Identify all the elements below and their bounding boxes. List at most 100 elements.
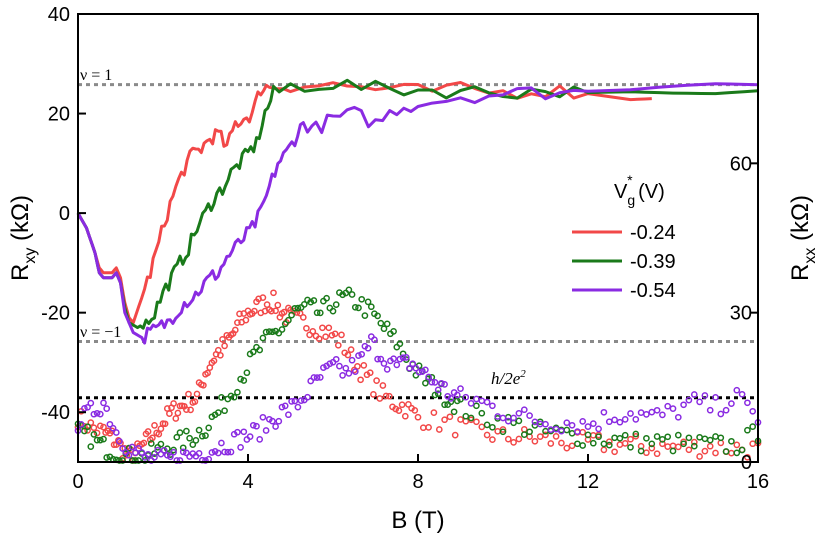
rxx-point--0.24 [296, 309, 304, 317]
rxx-point--0.39 [237, 375, 244, 383]
rxx-point--0.24 [334, 341, 342, 349]
rxx-point--0.39 [278, 326, 286, 333]
rxx-point--0.54 [275, 417, 283, 425]
rxx-point--0.24 [84, 427, 91, 434]
y-right-axis-label: Rxx (kΩ) [787, 195, 819, 281]
rxx-point--0.39 [163, 445, 171, 453]
rxx-point--0.39 [701, 435, 709, 443]
rxx-point--0.54 [128, 443, 136, 451]
rxx-point--0.39 [240, 377, 248, 384]
rxx-point--0.39 [669, 447, 677, 455]
rxx-point--0.54 [246, 433, 254, 440]
rxx-point--0.24 [191, 398, 199, 405]
y-right-tick-label: 30 [730, 303, 752, 325]
rxx-point--0.54 [176, 457, 184, 464]
rxx-point--0.24 [696, 453, 703, 460]
rxx-point--0.54 [399, 354, 407, 362]
rxx-point--0.54 [653, 406, 661, 414]
rxx-point--0.39 [664, 433, 672, 441]
rxx-point--0.24 [632, 432, 640, 440]
rxx-point--0.39 [374, 312, 381, 320]
x-tick-label: 8 [412, 471, 423, 493]
y-left-axis-label: Rxy (kΩ) [7, 195, 39, 281]
rxx-point--0.39 [574, 440, 581, 448]
rxx-point--0.54 [374, 355, 381, 363]
rxx-point--0.24 [563, 444, 571, 452]
rxx-point--0.39 [93, 436, 101, 444]
rxx-point--0.54 [483, 398, 491, 406]
rxx-point--0.39 [157, 440, 165, 448]
rxx-point--0.54 [441, 381, 448, 388]
rxx-point--0.39 [728, 437, 735, 445]
rxx-point--0.39 [358, 295, 366, 303]
rxx-point--0.39 [489, 423, 496, 431]
rxx-point--0.24 [395, 407, 403, 414]
rxx-point--0.54 [304, 393, 311, 401]
rxx-point--0.39 [383, 320, 391, 328]
rxx-point--0.24 [231, 326, 239, 334]
rxx-point--0.54 [208, 449, 216, 456]
rxx-point--0.39 [659, 436, 666, 443]
rxx-point--0.54 [285, 411, 292, 419]
rxx-point--0.54 [738, 390, 746, 398]
rxx-point--0.24 [236, 310, 243, 318]
rxx-point--0.39 [249, 348, 257, 356]
rxx-point--0.24 [357, 376, 364, 384]
rxx-point--0.54 [531, 418, 539, 426]
rxx-point--0.39 [632, 430, 640, 438]
rxx-point--0.39 [132, 457, 139, 464]
rxx-point--0.39 [205, 424, 213, 432]
rxx-point--0.24 [542, 431, 549, 439]
rxx-point--0.39 [584, 431, 592, 439]
legend-label--0.54: -0.54 [630, 280, 676, 302]
rxx-point--0.54 [457, 385, 464, 392]
rxx-point--0.24 [643, 449, 650, 457]
rxx-point--0.24 [93, 429, 101, 437]
rxx-point--0.54 [179, 448, 187, 456]
rxx-point--0.24 [210, 357, 218, 365]
y-left-tick-label: 0 [59, 203, 70, 225]
rxx-point--0.54 [288, 398, 295, 405]
rxx-point--0.39 [262, 328, 270, 336]
rxx-point--0.39 [329, 307, 337, 315]
y-left-tick-label: -20 [41, 303, 70, 325]
rxx-point--0.54 [154, 446, 162, 454]
rxx-scatter-points [74, 286, 762, 464]
rxx-point--0.24 [489, 436, 496, 443]
rxx-point--0.54 [453, 391, 461, 399]
rxx-point--0.54 [224, 448, 232, 456]
rxx-point--0.24 [309, 328, 317, 335]
rxx-point--0.39 [690, 442, 698, 450]
rxx-point--0.54 [434, 386, 442, 394]
rxx-point--0.54 [563, 419, 571, 427]
rxx-point--0.54 [84, 403, 91, 411]
rxx-point--0.39 [579, 442, 587, 449]
rxx-point--0.39 [256, 346, 264, 354]
rxx-point--0.39 [738, 446, 746, 454]
rxx-point--0.24 [441, 416, 448, 424]
rxx-point--0.24 [379, 382, 387, 389]
rxx-point--0.39 [706, 436, 714, 444]
rxx-point--0.54 [109, 424, 117, 432]
rxx-point--0.24 [579, 428, 587, 436]
rxx-point--0.39 [128, 457, 136, 464]
rxx-point--0.54 [81, 405, 88, 412]
rxx-point--0.24 [701, 447, 709, 455]
rxx-point--0.39 [431, 391, 439, 399]
rxx-point--0.39 [170, 446, 177, 454]
rxx-point--0.54 [358, 350, 366, 358]
rxx-point--0.24 [174, 409, 182, 417]
rxx-point--0.39 [189, 441, 197, 448]
rxx-point--0.54 [87, 399, 95, 407]
rxx-point--0.54 [600, 408, 608, 416]
rxx-point--0.54 [119, 445, 126, 452]
rxx-point--0.54 [558, 427, 565, 435]
rxx-point--0.54 [336, 362, 343, 370]
rxx-point--0.24 [515, 435, 523, 443]
rxx-point--0.39 [380, 325, 388, 333]
rxx-point--0.39 [600, 440, 608, 448]
rxx-point--0.39 [202, 432, 209, 439]
rxx-point--0.54 [396, 355, 404, 363]
rxx-point--0.39 [441, 401, 448, 409]
rxx-point--0.24 [242, 316, 250, 324]
